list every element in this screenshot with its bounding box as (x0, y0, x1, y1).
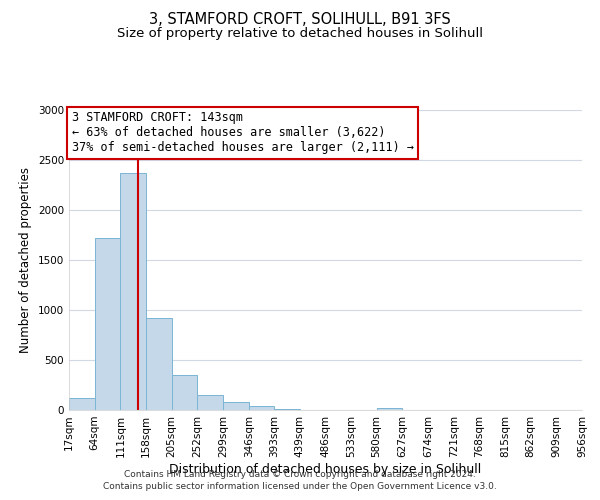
Bar (172, 375, 197, 410)
Bar (274, 408, 299, 410)
Bar (223, 402, 249, 410)
Bar (249, 406, 274, 410)
Text: Contains public sector information licensed under the Open Government Licence v3: Contains public sector information licen… (103, 482, 497, 491)
Text: Size of property relative to detached houses in Solihull: Size of property relative to detached ho… (117, 28, 483, 40)
X-axis label: Distribution of detached houses by size in Solihull: Distribution of detached houses by size … (169, 462, 482, 475)
Bar (69, 398, 95, 410)
Y-axis label: Number of detached properties: Number of detached properties (19, 167, 32, 353)
Bar (197, 394, 223, 410)
Bar (377, 408, 402, 410)
Text: 3 STAMFORD CROFT: 143sqm
← 63% of detached houses are smaller (3,622)
37% of sem: 3 STAMFORD CROFT: 143sqm ← 63% of detach… (71, 112, 413, 154)
Bar (121, 172, 146, 410)
Bar (146, 318, 172, 410)
Text: Contains HM Land Registry data © Crown copyright and database right 2024.: Contains HM Land Registry data © Crown c… (124, 470, 476, 479)
Bar (95, 238, 121, 410)
Text: 3, STAMFORD CROFT, SOLIHULL, B91 3FS: 3, STAMFORD CROFT, SOLIHULL, B91 3FS (149, 12, 451, 28)
